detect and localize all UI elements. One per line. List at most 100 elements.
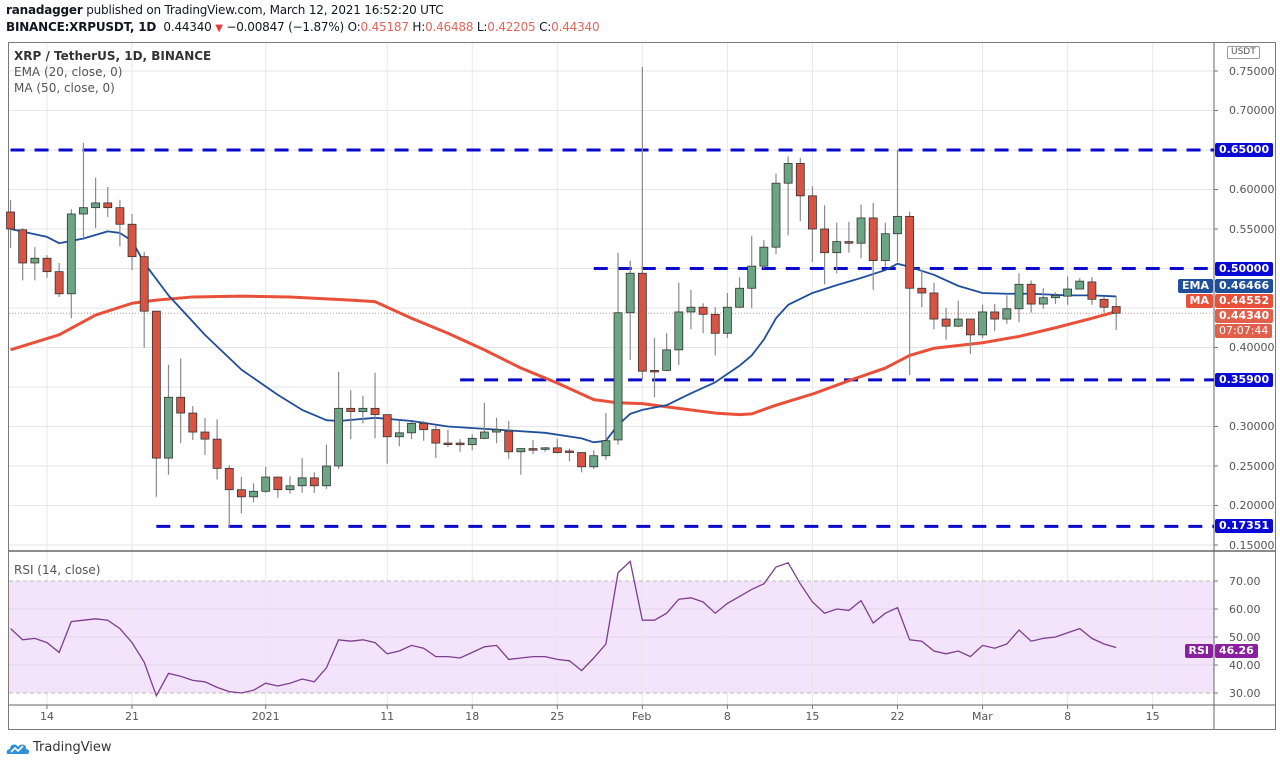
candle-down [212,438,222,469]
candle-up [1014,283,1024,310]
time-tick-label: 8 [723,710,731,723]
candle-down [139,256,149,312]
publish-text: published on TradingView.com, March 12, … [82,3,444,17]
ema-legend[interactable]: EMA (20, close, 0) [14,65,123,79]
open-value: 0.45187 [360,20,409,34]
candle-up [334,407,344,467]
candle-down [1026,283,1036,305]
candle-up [479,431,489,439]
candle-up [285,485,295,491]
candle-down [224,467,234,491]
time-tick-label: 11 [380,710,395,723]
candle-down [1111,306,1121,314]
candle-down [552,447,562,453]
ma-tag: MA [1185,294,1213,308]
candle-down [868,217,878,262]
price-tick-label: 0.15000 [1229,538,1275,552]
rsi-tick-label: 50.00 [1229,630,1261,644]
time-tick-label: 14 [40,710,54,723]
candle-down [1099,298,1109,308]
candle-down [929,292,939,320]
chart-frame [8,42,1276,730]
candle-down [808,195,817,230]
candle-down [455,442,465,446]
level-badge-0-359: 0.35900 [1215,372,1274,387]
rsi-tick-label: 40.00 [1229,658,1261,672]
candle-down [236,489,246,498]
level-badge-0-65: 0.65000 [1215,143,1274,157]
candle-down [18,229,28,264]
author-name[interactable]: ranadagger [6,3,83,17]
candle-up [978,311,987,336]
candle-up [79,207,88,215]
candle-down [443,442,453,445]
candle-up [953,318,963,327]
tradingview-logo[interactable]: TradingView [6,740,112,755]
candle-down [565,450,574,453]
candle-down [370,407,380,416]
time-tick-label: 21 [125,710,140,723]
rsi-tick-label: 30.00 [1229,686,1261,700]
rsi-line [10,560,1117,698]
ema-value-badge: 0.46466 [1215,279,1274,293]
candle-down [382,414,392,438]
high-label: H: [412,20,426,34]
brand-name: TradingView [33,740,112,755]
currency-label: USDT [1227,46,1260,59]
price-tick-label: 0.70000 [1229,104,1275,117]
candle-down [917,287,927,294]
candle-down [176,396,186,414]
ema-tag: EMA [1178,279,1213,293]
candle-up [1002,308,1012,320]
rsi-value-badge: 46.26 [1215,644,1258,658]
candle-up [783,163,793,184]
countdown-badge: 07:07:44 [1215,324,1273,338]
price-tick-label: 0.40000 [1229,341,1275,354]
last-price-badge: 0.44340 [1215,309,1274,323]
price-change: −0.00847 (−1.87%) [226,20,345,34]
candle-down [42,257,52,273]
time-tick-label: 15 [805,710,820,723]
chart-title: XRP / TetherUS, 1D, BINANCE [14,49,212,63]
candle-up [66,213,76,295]
candle-up [407,422,416,434]
time-tick-label: 8 [1064,710,1072,723]
rsi-tick-label: 60.00 [1229,602,1261,616]
symbol-name: BINANCE:XRPUSDT, 1D [6,20,157,34]
candle-up [540,447,550,450]
candle-down [115,207,125,225]
candle-down [504,430,514,453]
time-tick-label: 22 [890,710,905,723]
candle-down [710,313,720,334]
candle-up [467,437,477,446]
rsi-legend[interactable]: RSI (14, close) [14,563,101,577]
close-value: 0.44340 [551,20,600,34]
candle-up [358,407,368,412]
candle-up [893,215,902,235]
candle-up [625,272,635,314]
candle-down [966,318,975,336]
level-badge-0-17351: 0.17351 [1215,519,1274,534]
last-price: 0.44340 [163,20,212,34]
candle-down [103,202,113,209]
ma-legend[interactable]: MA (50, close, 0) [14,81,115,95]
candle-up [261,476,271,492]
candle-up [1038,297,1048,305]
level-badge-0-50: 0.50000 [1215,261,1274,276]
candle-down [577,452,586,468]
candle-down [698,306,708,315]
candle-up [394,432,404,438]
candle-down [1087,281,1097,300]
time-tick-label: 2021 [251,710,280,723]
rsi-tag: RSI [1184,644,1213,658]
candle-up [832,241,842,254]
candle-up [1051,294,1060,299]
candle-up [735,287,744,308]
time-tick-label: 15 [1145,710,1160,723]
candle-down [820,228,829,254]
candle-down [419,422,429,431]
candle-down [637,272,647,372]
price-tick-label: 0.75000 [1229,64,1275,78]
time-tick-label: Feb [631,710,652,723]
